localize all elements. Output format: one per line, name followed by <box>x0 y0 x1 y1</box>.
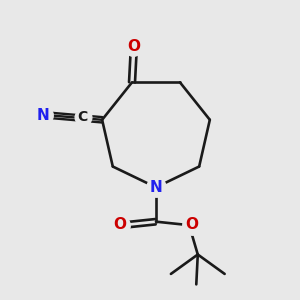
Text: C: C <box>78 110 88 124</box>
Text: O: O <box>113 217 126 232</box>
Text: O: O <box>127 39 140 54</box>
Text: O: O <box>186 217 199 232</box>
Text: N: N <box>37 108 50 123</box>
Text: N: N <box>150 180 162 195</box>
